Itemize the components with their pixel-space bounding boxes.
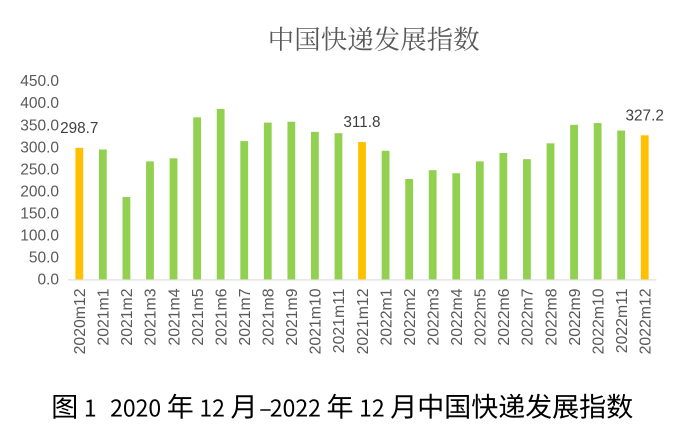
svg-text:2021m4: 2021m4 <box>166 288 183 345</box>
svg-text:100.0: 100.0 <box>20 227 59 244</box>
svg-text:400.0: 400.0 <box>20 95 59 112</box>
svg-text:2022m12: 2022m12 <box>638 289 655 355</box>
svg-text:2022m10: 2022m10 <box>590 288 607 354</box>
svg-text:2022m11: 2022m11 <box>614 288 631 353</box>
svg-text:300.0: 300.0 <box>20 139 59 156</box>
svg-text:2021m10: 2021m10 <box>308 288 325 354</box>
svg-text:298.7: 298.7 <box>60 120 98 137</box>
svg-text:2021m11: 2021m11 <box>331 288 348 353</box>
svg-text:2022m3: 2022m3 <box>425 288 442 345</box>
svg-text:311.8: 311.8 <box>343 114 380 131</box>
svg-text:0.0: 0.0 <box>37 271 59 288</box>
svg-text:2022m5: 2022m5 <box>473 288 490 345</box>
svg-text:2021m6: 2021m6 <box>213 288 230 345</box>
svg-text:2022m4: 2022m4 <box>449 288 466 345</box>
svg-text:2022m6: 2022m6 <box>496 288 513 345</box>
svg-text:2022m7: 2022m7 <box>520 289 537 346</box>
svg-text:2022m8: 2022m8 <box>543 288 560 345</box>
svg-text:200.0: 200.0 <box>20 183 59 200</box>
svg-text:2022m2: 2022m2 <box>402 289 419 346</box>
svg-text:2021m5: 2021m5 <box>190 288 207 345</box>
svg-text:50.0: 50.0 <box>29 249 60 266</box>
svg-text:2021m2: 2021m2 <box>119 289 136 346</box>
svg-text:2021m8: 2021m8 <box>261 288 278 345</box>
svg-text:2021m7: 2021m7 <box>237 289 254 346</box>
svg-text:350.0: 350.0 <box>20 117 59 134</box>
svg-text:150.0: 150.0 <box>20 205 59 222</box>
svg-text:2021m3: 2021m3 <box>143 288 160 345</box>
svg-text:2021m12: 2021m12 <box>355 289 372 355</box>
svg-text:250.0: 250.0 <box>20 161 59 178</box>
svg-text:2022m1: 2022m1 <box>378 288 395 345</box>
svg-text:327.2: 327.2 <box>626 107 664 124</box>
svg-text:2021m9: 2021m9 <box>284 288 301 345</box>
svg-text:2020m12: 2020m12 <box>72 289 89 355</box>
svg-text:2022m9: 2022m9 <box>567 288 584 345</box>
svg-text:450.0: 450.0 <box>20 73 59 90</box>
svg-text:2021m1: 2021m1 <box>96 288 113 345</box>
